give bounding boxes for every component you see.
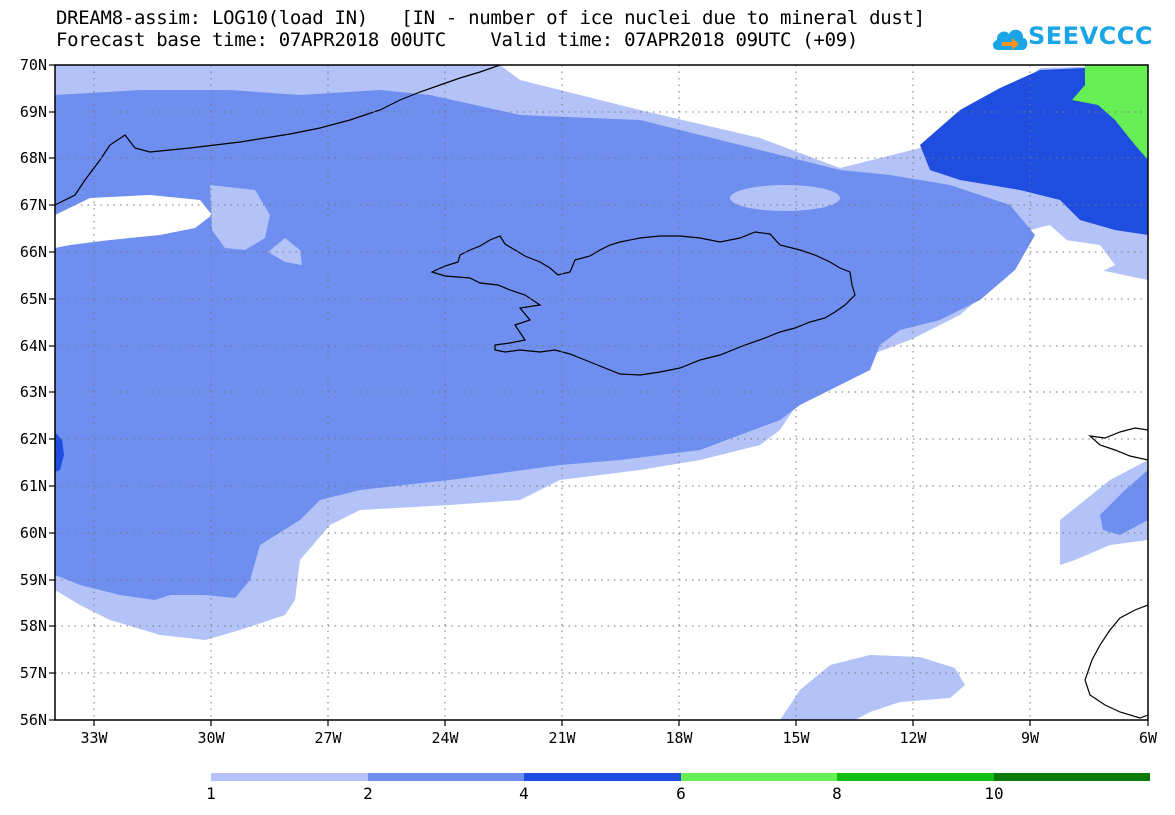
gridlines <box>55 65 1148 720</box>
coastline-iceland <box>430 231 856 376</box>
fill-level3-ne <box>920 65 1148 235</box>
colorbar-label: 4 <box>519 784 529 803</box>
lon-label: 27W <box>314 729 342 747</box>
lat-label: 62N <box>20 430 47 448</box>
fill-level2-east <box>1100 470 1148 535</box>
lon-label: 21W <box>548 729 576 747</box>
fill-level1-small-blob <box>268 238 302 265</box>
lon-label: 15W <box>782 729 810 747</box>
colorbar-segment <box>837 773 994 781</box>
lat-label: 64N <box>20 337 47 355</box>
colorbar-label: 8 <box>832 784 842 803</box>
colorbar-segment <box>994 773 1150 781</box>
lat-label: 65N <box>20 290 47 308</box>
lat-labels: 70N 69N 68N 67N 66N 65N 64N 63N 62N 61N … <box>20 56 47 729</box>
lat-label: 57N <box>20 664 47 682</box>
hole-east <box>1065 240 1115 275</box>
tick-marks <box>49 64 1149 726</box>
map-subtitle: Forecast base time: 07APR2018 00UTC Vali… <box>56 29 859 51</box>
lon-label: 24W <box>431 729 459 747</box>
logo-text: SEEVCCC <box>1028 22 1153 50</box>
fill-level1-nw-lobe <box>210 185 270 250</box>
fill-level2-main <box>55 90 1035 600</box>
lat-label: 58N <box>20 617 47 635</box>
colorbar-label: 1 <box>206 784 216 803</box>
fill-level1-east-ellipse <box>730 185 840 211</box>
lat-label: 67N <box>20 196 47 214</box>
lat-label: 56N <box>20 711 47 729</box>
lon-label: 18W <box>665 729 693 747</box>
lon-label: 12W <box>899 729 927 747</box>
colorbar-segment <box>211 773 368 781</box>
lat-label: 59N <box>20 571 47 589</box>
lat-label: 61N <box>20 477 47 495</box>
lon-labels: 33W 30W 27W 24W 21W 18W 15W 12W 9W 6W <box>80 729 1158 747</box>
colorbar-segment <box>681 773 837 781</box>
fill-level4-ne-corner <box>1072 65 1148 160</box>
map-title: DREAM8-assim: LOG10(load IN) [IN - numbe… <box>56 7 925 29</box>
coastline-norway <box>1088 427 1148 461</box>
colorbar-label: 2 <box>363 784 373 803</box>
colorbar-label: 10 <box>984 784 1003 803</box>
colorbar: 1 2 4 6 8 10 <box>206 773 1150 803</box>
lon-label: 9W <box>1021 729 1040 747</box>
lat-label: 68N <box>20 149 47 167</box>
lat-label: 70N <box>20 56 47 74</box>
lat-label: 69N <box>20 103 47 121</box>
coastlines <box>55 65 1148 719</box>
fill-level3-west-edge <box>55 432 64 472</box>
coastline-greenland <box>55 65 501 206</box>
lat-label: 60N <box>20 524 47 542</box>
fill-level1-south-blob <box>780 655 965 720</box>
coastline-scotland <box>1084 604 1148 719</box>
colorbar-label: 6 <box>676 784 686 803</box>
colorbar-segment <box>368 773 524 781</box>
seevccc-logo: SEEVCCC <box>990 20 1153 60</box>
lat-label: 63N <box>20 383 47 401</box>
lon-label: 30W <box>197 729 225 747</box>
lat-label: 66N <box>20 243 47 261</box>
colorbar-segment <box>524 773 681 781</box>
lon-label: 33W <box>80 729 108 747</box>
lon-label: 6W <box>1139 729 1158 747</box>
cloud-logo-icon <box>992 29 1028 50</box>
